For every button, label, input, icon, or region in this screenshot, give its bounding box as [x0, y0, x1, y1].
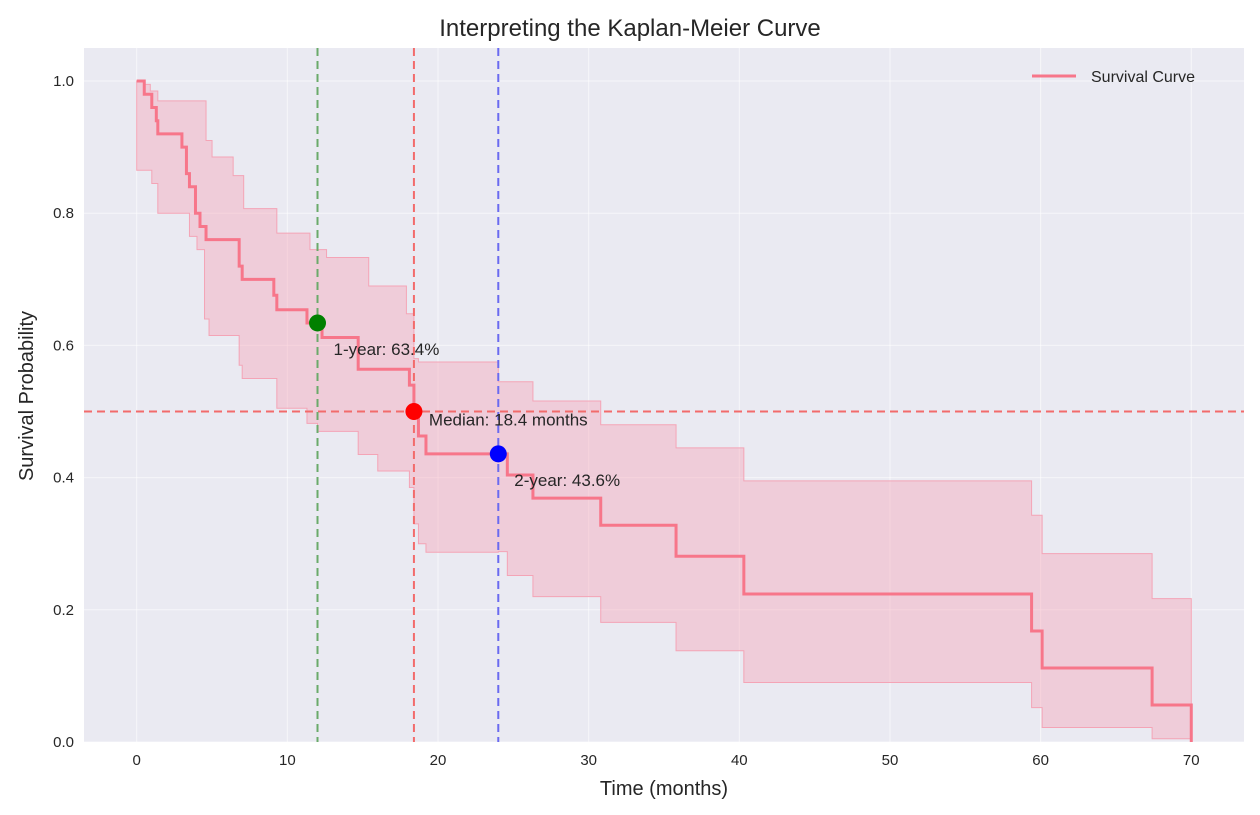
annotation-one-year: 1-year: 63.4%	[334, 340, 440, 359]
x-tick-label: 70	[1183, 752, 1200, 769]
x-tick-label: 10	[279, 752, 296, 769]
marker-median	[405, 403, 423, 421]
x-tick-label: 60	[1032, 752, 1049, 769]
marker-one-year	[309, 314, 327, 332]
marker-two-year	[489, 445, 507, 463]
x-tick-label: 40	[731, 752, 748, 769]
plot-area	[84, 48, 1244, 742]
y-tick-label: 0.8	[53, 205, 74, 222]
x-axis-label: Time (months)	[600, 778, 728, 800]
y-tick-label: 0.0	[53, 734, 74, 751]
legend-label-survival-curve: Survival Curve	[1091, 69, 1195, 86]
x-tick-label: 30	[580, 752, 597, 769]
chart-title: Interpreting the Kaplan-Meier Curve	[439, 15, 821, 42]
y-tick-label: 0.6	[53, 337, 74, 354]
annotation-median: Median: 18.4 months	[429, 411, 588, 430]
y-tick-label: 0.2	[53, 602, 74, 619]
legend: Survival Curve	[1032, 69, 1195, 86]
annotation-two-year: 2-year: 43.6%	[514, 471, 620, 490]
y-axis-ticks: 0.0 0.2 0.4 0.6 0.8 1.0	[53, 73, 74, 751]
annotation-markers: 1-year: 63.4% Median: 18.4 months 2-year: …	[309, 314, 620, 490]
y-axis-label: Survival Probability	[16, 311, 38, 481]
confidence-band-area	[136, 80, 1192, 740]
x-tick-label: 50	[882, 752, 899, 769]
x-tick-label: 0	[133, 752, 141, 769]
reference-lines	[84, 48, 1244, 742]
y-tick-label: 1.0	[53, 73, 74, 90]
confidence-band	[136, 80, 1192, 740]
x-tick-label: 20	[430, 752, 447, 769]
y-tick-label: 0.4	[53, 470, 74, 487]
x-axis-ticks: 0 10 20 30 40 50 60 70	[133, 752, 1200, 769]
